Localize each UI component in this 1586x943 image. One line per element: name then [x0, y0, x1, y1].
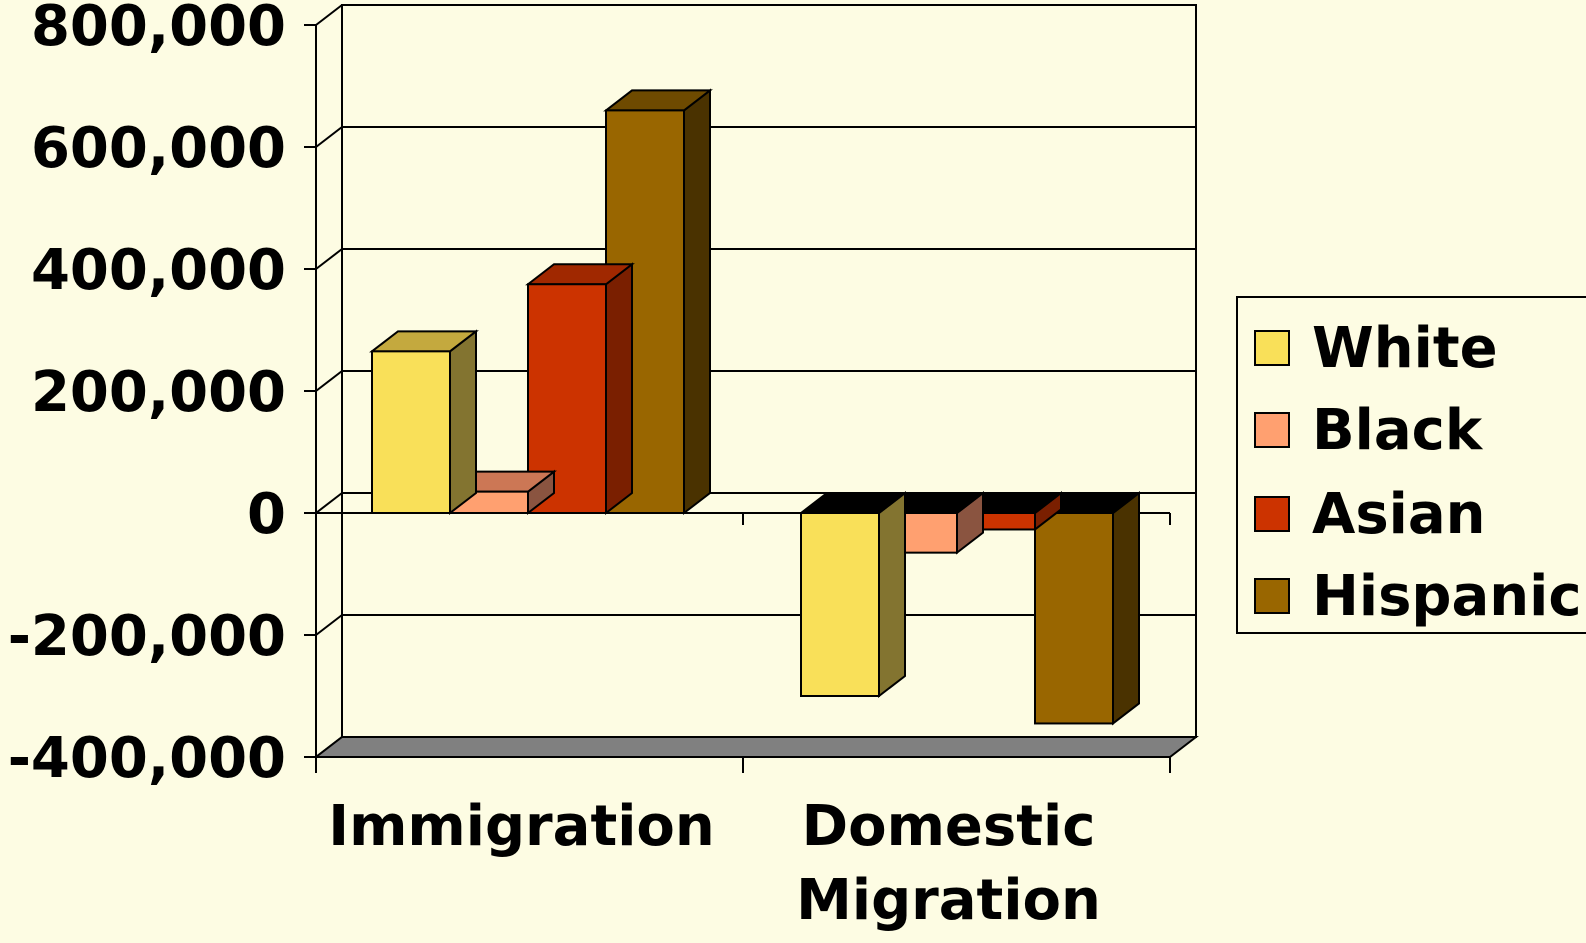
- bar-white-immigration: [369, 329, 479, 516]
- y-tick-label: -200,000: [8, 604, 286, 669]
- bar-front-hispanic: [1034, 512, 1114, 725]
- legend-item-hispanic: Hispanic: [1254, 563, 1582, 629]
- legend-label-asian: Asian: [1312, 481, 1486, 547]
- legend-swatch-black: [1254, 412, 1290, 448]
- side-wall-gridline: [315, 126, 343, 148]
- x-category-label: Immigration: [328, 794, 715, 859]
- legend: White Black Asian Hispanic: [1236, 296, 1586, 634]
- side-wall-gridline: [315, 492, 343, 514]
- x-axis-category-labels: Immigration Domestic Migration: [328, 794, 1101, 933]
- y-tick-label: 0: [247, 482, 286, 547]
- legend-label-black: Black: [1312, 397, 1483, 463]
- bar-side-hispanic: [1112, 490, 1140, 726]
- bar-hispanic-domestic-migration: [1032, 490, 1142, 726]
- bar-white-domestic-migration: [798, 490, 908, 699]
- legend-item-white: White: [1254, 315, 1498, 381]
- side-wall-gridline: [315, 4, 343, 26]
- y-tick-label: 400,000: [31, 238, 286, 303]
- bar-side-hispanic: [683, 88, 711, 516]
- bar-side-white: [878, 490, 906, 699]
- legend-label-white: White: [1312, 315, 1498, 381]
- side-wall-gridline: [315, 370, 343, 392]
- y-tick-label: 600,000: [31, 116, 286, 181]
- side-wall-gridline: [315, 614, 343, 636]
- y-tick-label: 200,000: [31, 360, 286, 425]
- legend-label-hispanic: Hispanic: [1312, 563, 1582, 629]
- legend-swatch-white: [1254, 330, 1290, 366]
- bar-asian-immigration: [525, 262, 635, 516]
- chart-bars: [369, 88, 1142, 726]
- legend-swatch-asian: [1254, 496, 1290, 532]
- bar-front-white: [371, 350, 451, 514]
- chart-floor-plane: [313, 736, 1199, 758]
- side-wall-gridline: [315, 248, 343, 270]
- y-axis-tick-labels: 800,000 600,000 400,000 200,000 0 -200,000 -40…: [8, 0, 286, 791]
- legend-swatch-hispanic: [1254, 578, 1290, 614]
- bar-side-asian: [605, 262, 633, 516]
- bar-side-white: [449, 329, 477, 516]
- y-tick-label: -400,000: [8, 726, 286, 791]
- chart-floor: [313, 736, 1199, 758]
- x-category-label: Domestic: [802, 794, 1096, 859]
- x-category-label: Migration: [796, 868, 1101, 933]
- legend-item-black: Black: [1254, 397, 1483, 463]
- bar-front-white: [800, 512, 880, 697]
- y-tick-label: 800,000: [31, 0, 286, 59]
- legend-item-asian: Asian: [1254, 481, 1486, 547]
